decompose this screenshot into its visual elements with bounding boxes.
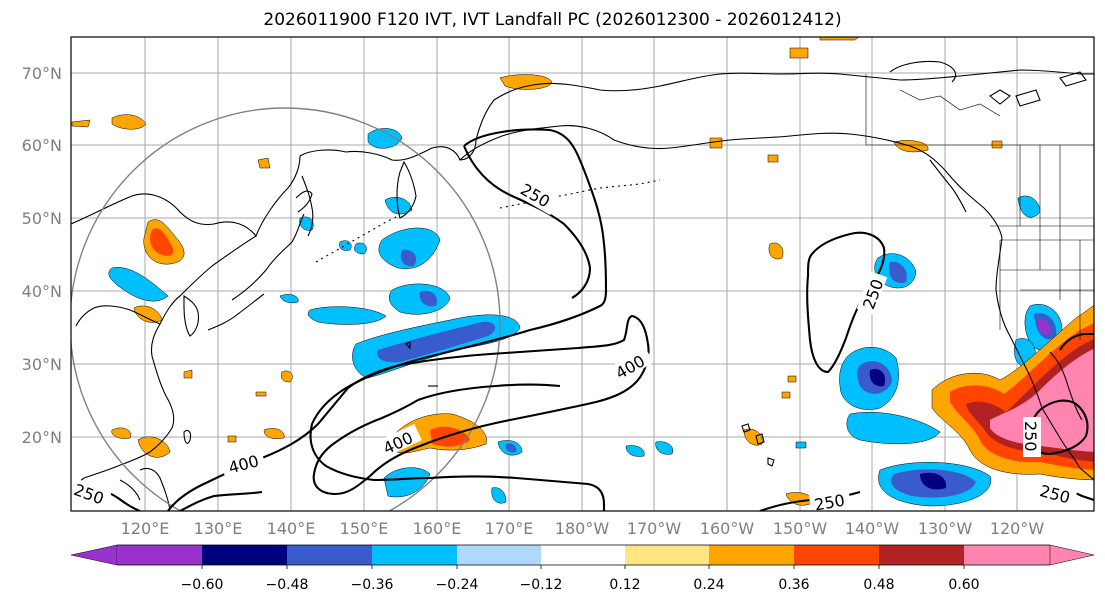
longitude-labels: 120°E 130°E 140°E 150°E 160°E 170°E 180°… <box>121 519 1045 538</box>
lat-label: 30°N <box>22 355 62 374</box>
lon-label: 120°E <box>121 519 170 538</box>
colorbar-segment <box>709 545 794 565</box>
lat-label: 70°N <box>22 64 62 83</box>
ivt-anomaly-fills <box>71 37 1094 507</box>
lat-label: 40°N <box>22 282 62 301</box>
lon-label: 180°W <box>555 519 610 538</box>
lon-label: 170°W <box>627 519 682 538</box>
lat-label: 50°N <box>22 209 62 228</box>
colorbar-segment <box>794 545 879 565</box>
colorbar-segment <box>117 545 202 565</box>
contour-label: 250 <box>1021 421 1040 452</box>
colorbar-tick-label: 0.12 <box>609 577 640 593</box>
lon-label: 160°W <box>700 519 755 538</box>
lon-label: 140°W <box>845 519 900 538</box>
colorbar-tick-label: 0.48 <box>863 577 894 593</box>
colorbar-tick-label: 0.60 <box>948 577 979 593</box>
colorbar-segment <box>964 545 1050 565</box>
colorbar-segment <box>541 545 625 565</box>
lon-label: 150°W <box>773 519 828 538</box>
colorbar-segment <box>287 545 372 565</box>
colorbar-tick-label: −0.48 <box>266 577 309 593</box>
graticule <box>71 37 1094 511</box>
colorbar-tick-label: −0.24 <box>436 577 479 593</box>
latitude-labels: 70°N 60°N 50°N 40°N 30°N 20°N <box>22 64 62 447</box>
lon-label: 120°W <box>990 519 1045 538</box>
coastlines <box>71 60 1094 511</box>
colorbar-over-extend <box>1049 544 1095 566</box>
lon-label: 130°W <box>918 519 973 538</box>
lon-label: 130°E <box>194 519 243 538</box>
colorbar-segment <box>457 545 541 565</box>
lon-label: 140°E <box>267 519 316 538</box>
lon-label: 150°E <box>340 519 389 538</box>
borders <box>865 74 1094 340</box>
lon-label: 160°E <box>413 519 462 538</box>
domain-circle <box>71 107 501 511</box>
map-title: 2026011900 F120 IVT, IVT Landfall PC (20… <box>263 10 842 30</box>
map-frame <box>70 36 1095 512</box>
lon-label: 170°E <box>485 519 534 538</box>
colorbar-tick-label: −0.36 <box>351 577 394 593</box>
colorbar-segment <box>879 545 964 565</box>
contour-label: 250 <box>813 491 846 515</box>
lat-label: 60°N <box>22 136 62 155</box>
colorbar-tick-label: 0.24 <box>693 577 724 593</box>
colorbar-under-extend <box>70 544 118 566</box>
colorbar-tick-label: −0.60 <box>181 577 224 593</box>
colorbar-tick-label: −0.12 <box>520 577 563 593</box>
colorbar-segment <box>625 545 709 565</box>
colorbar-segment <box>202 545 287 565</box>
colorbar: −0.60 −0.48 −0.36 −0.24 −0.12 0.12 0.24 … <box>70 544 1095 593</box>
lat-label: 20°N <box>22 428 62 447</box>
colorbar-tick-label: 0.36 <box>778 577 809 593</box>
colorbar-segment <box>372 545 457 565</box>
